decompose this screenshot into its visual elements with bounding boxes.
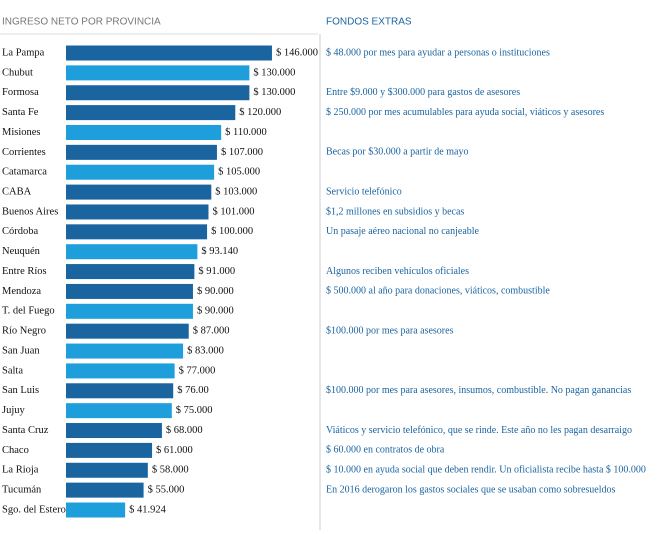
value-label: $ 93.140: [201, 246, 238, 257]
value-label: $ 107.000: [221, 147, 263, 158]
value-label: $ 87.000: [193, 326, 230, 337]
category-label: Misiones: [2, 127, 41, 138]
category-label: Salta: [2, 365, 23, 376]
bar: [66, 184, 212, 200]
notes-title: FONDOS EXTRAS: [326, 17, 412, 28]
value-label: $ 90.000: [197, 286, 234, 297]
note: En 2016 derogaron los gastos sociales qu…: [326, 484, 615, 495]
bar: [66, 442, 153, 458]
category-label: CABA: [2, 186, 32, 197]
bar: [66, 482, 144, 498]
bar: [66, 244, 198, 260]
note: $ 10.000 en ayuda social que deben rendi…: [326, 465, 646, 476]
category-label: San Juan: [2, 345, 40, 356]
bar: [66, 283, 193, 299]
category-label: Buenos Aires: [2, 206, 58, 217]
category-label: Neuquén: [2, 246, 41, 257]
value-label: $ 120.000: [239, 107, 281, 118]
category-label: Chaco: [2, 445, 29, 456]
value-label: $ 75.000: [176, 405, 213, 416]
note: $100.000 por mes para asesores: [326, 325, 454, 336]
category-label: Santa Cruz: [2, 425, 49, 436]
category-label: Corrientes: [2, 147, 46, 158]
value-label: $ 68.000: [166, 425, 203, 436]
bar: [66, 423, 162, 439]
value-label: $ 146.000: [276, 47, 318, 58]
note: Un pasaje aéreo nacional no canjeable: [326, 226, 480, 237]
value-label: $ 91.000: [198, 266, 235, 277]
value-label: $ 90.000: [197, 306, 234, 317]
bar: [66, 164, 215, 180]
category-label: La Rioja: [2, 465, 39, 476]
category-label: Catamarca: [2, 167, 47, 178]
bar: [66, 462, 148, 478]
value-label: $ 103.000: [215, 186, 257, 197]
category-label: T. del Fuego: [2, 306, 55, 317]
bar: [66, 502, 126, 518]
note: $ 60.000 en contratos de obra: [326, 445, 445, 456]
bar: [66, 323, 189, 339]
category-label: San Luis: [2, 385, 39, 396]
category-label: Jujuy: [2, 405, 26, 416]
bar: [66, 45, 272, 61]
note: $ 48.000 por mes para ayudar a personas …: [326, 47, 550, 58]
note: Entre $9.000 y $300.000 para gastos de a…: [326, 87, 520, 98]
bar: [66, 303, 193, 319]
category-label: Entre Ríos: [2, 266, 47, 277]
note: Viáticos y servicio telefónico, que se r…: [326, 425, 632, 436]
note: Servicio telefónico: [326, 186, 402, 197]
value-label: $ 83.000: [187, 345, 224, 356]
note: $ 250.000 por mes acumulables para ayuda…: [326, 107, 604, 118]
value-label: $ 105.000: [218, 167, 260, 178]
bar: [66, 264, 195, 280]
category-label: Santa Fe: [2, 107, 39, 118]
value-label: $ 61.000: [156, 445, 193, 456]
value-label: $ 58.000: [152, 465, 189, 476]
bar: [66, 403, 172, 419]
bar: [66, 204, 209, 220]
chart-title: INGRESO NETO POR PROVINCIA: [2, 17, 161, 28]
bar: [66, 124, 222, 140]
bar: [66, 65, 250, 81]
value-label: $ 41.924: [129, 504, 167, 515]
bar: [66, 363, 175, 379]
note: $1,2 millones en subsidios y becas: [326, 206, 464, 217]
category-label: Chubut: [2, 67, 33, 78]
category-label: Tucumán: [2, 485, 42, 496]
bar: [66, 144, 217, 160]
value-label: $ 130.000: [253, 67, 295, 78]
category-label: Formosa: [2, 87, 39, 98]
value-label: $ 76.00: [177, 385, 209, 396]
bar: [66, 383, 174, 399]
note: $ 500.000 al año para donaciones, viátic…: [326, 286, 550, 297]
value-label: $ 130.000: [253, 87, 295, 98]
bar: [66, 343, 184, 359]
category-label: La Pampa: [2, 47, 45, 58]
category-label: Mendoza: [2, 286, 41, 297]
bar: [66, 105, 236, 121]
value-label: $ 110.000: [225, 127, 267, 138]
bar: [66, 224, 208, 240]
value-label: $ 77.000: [179, 365, 216, 376]
note: Becas por $30.000 a partir de mayo: [326, 147, 468, 158]
note: $100.000 por mes para asesores, insumos,…: [326, 385, 631, 396]
category-label: Sgo. del Estero: [2, 504, 66, 515]
note: Algunos reciben vehículos oficiales: [326, 266, 469, 277]
value-label: $ 101.000: [212, 206, 254, 217]
value-label: $ 100.000: [211, 226, 253, 237]
category-label: Córdoba: [2, 226, 39, 237]
bar: [66, 85, 250, 101]
category-label: Río Negro: [2, 326, 46, 337]
value-label: $ 55.000: [148, 485, 185, 496]
